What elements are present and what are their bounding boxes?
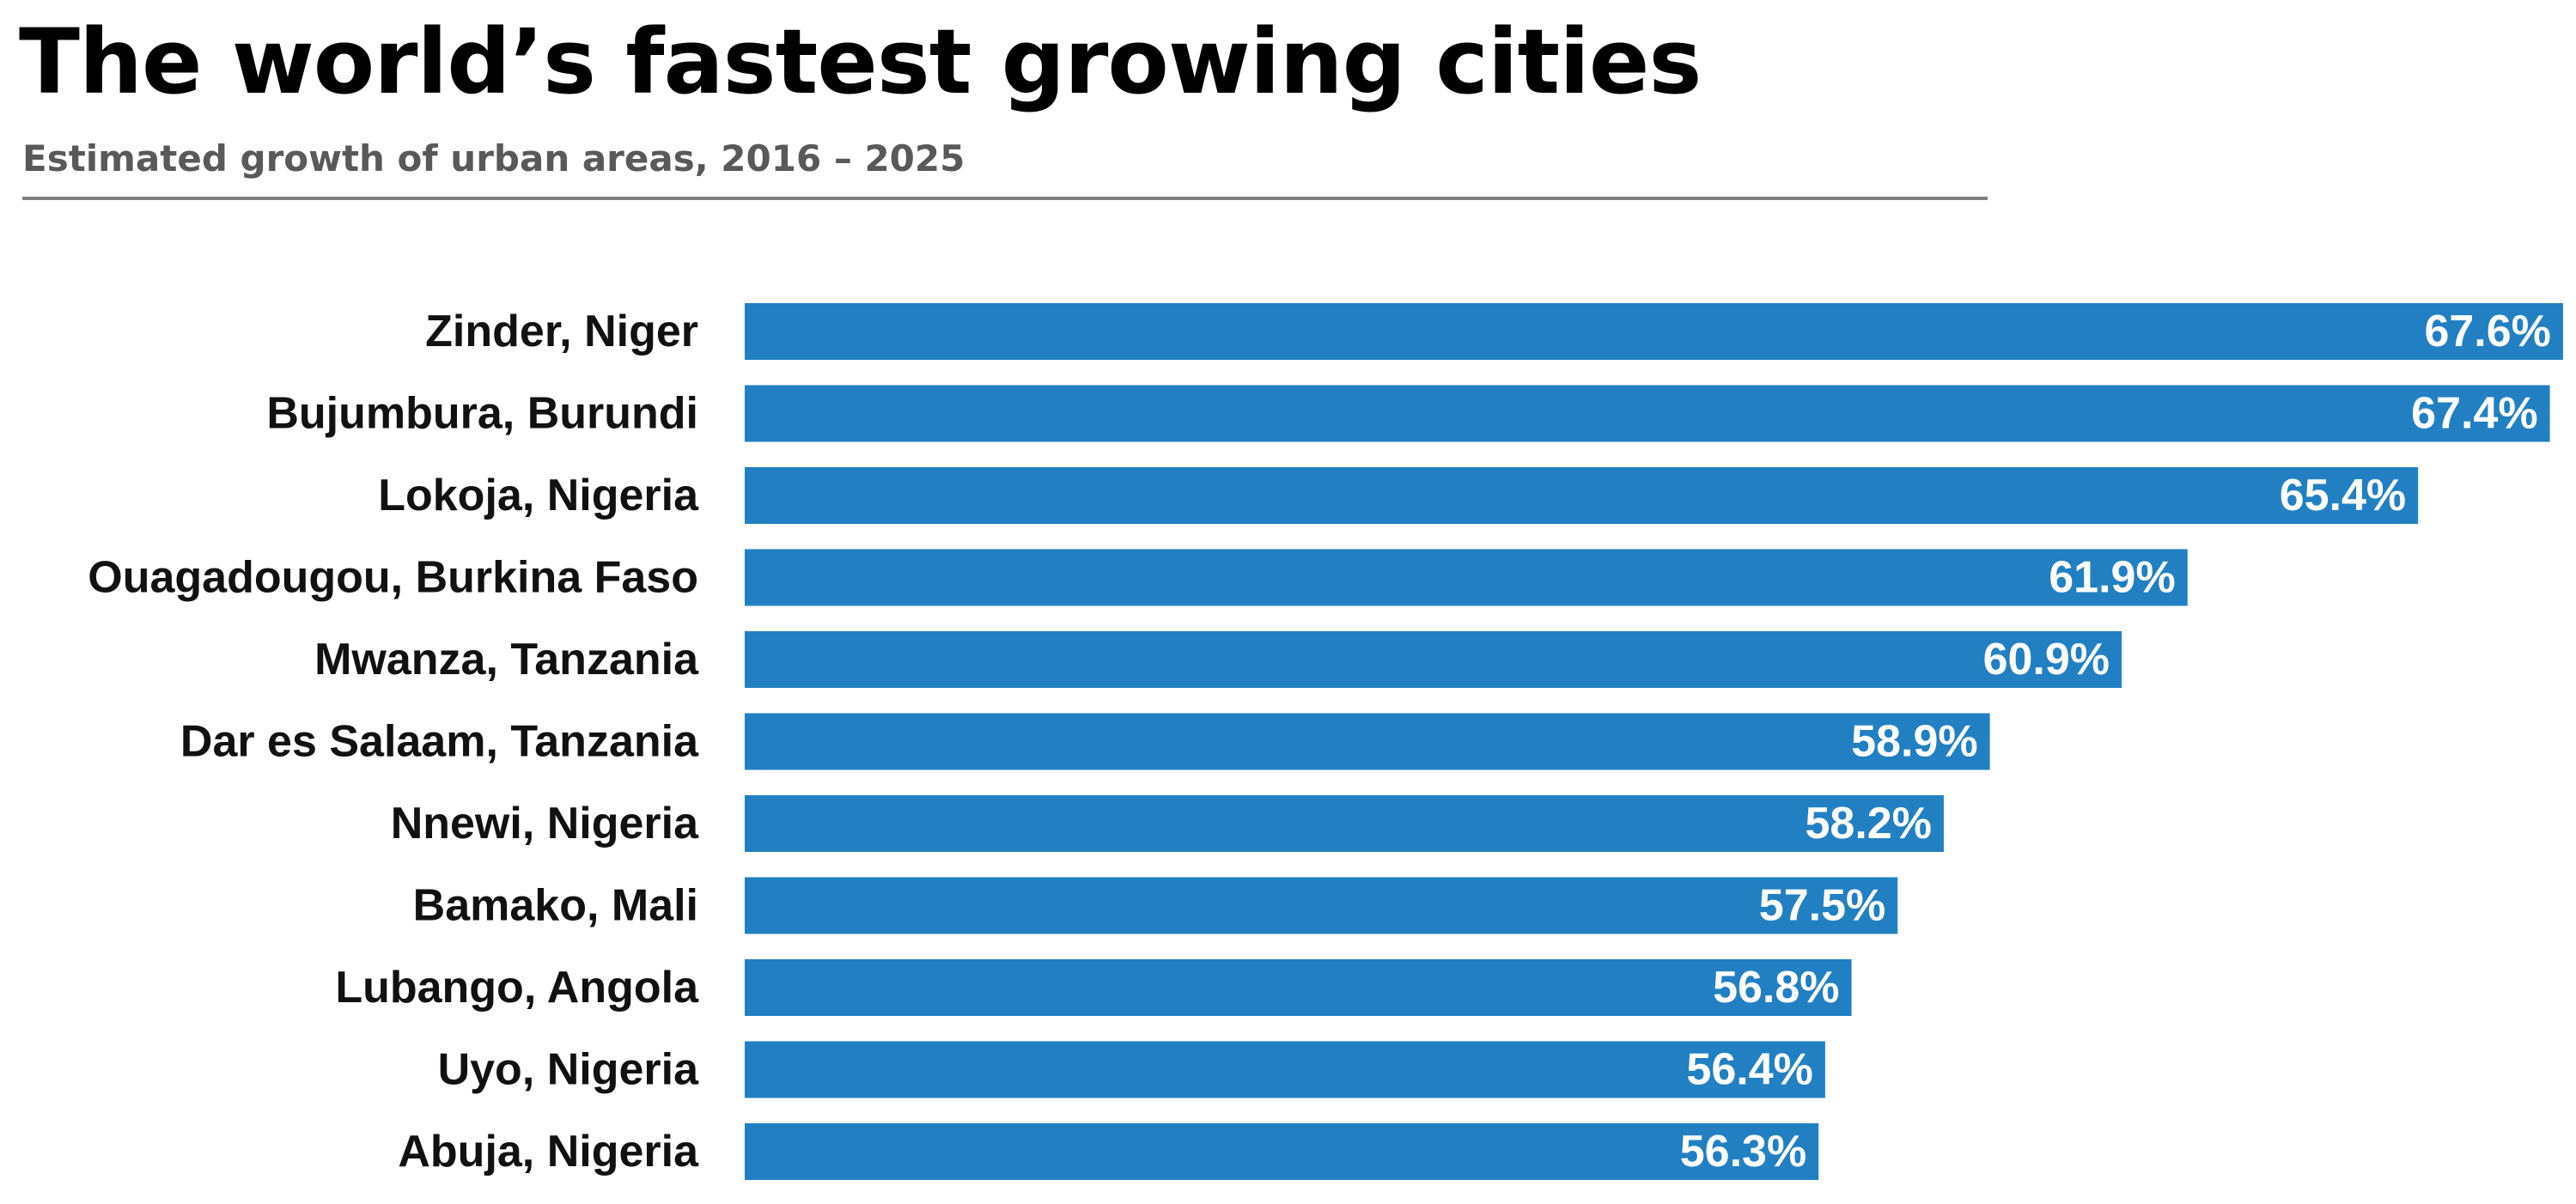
value-label-bujumbura-burundi: 67.4% — [2411, 389, 2537, 439]
bar-lokoja-nigeria — [745, 467, 2419, 524]
category-label-zinder-niger: Zinder, Niger — [425, 307, 698, 356]
bar-ouagadougou-burkina-faso — [745, 549, 2188, 606]
category-label-lubango-angola: Lubango, Angola — [335, 963, 699, 1012]
value-label-nnewi-nigeria: 58.2% — [1805, 799, 1931, 848]
chart-title: The world’s fastest growing cities — [19, 9, 1702, 114]
value-label-zinder-niger: 67.6% — [2424, 307, 2550, 356]
value-label-lubango-angola: 56.8% — [1713, 963, 1839, 1012]
bar-mwanza-tanzania — [745, 631, 2122, 688]
bar-bamako-mali — [745, 877, 1898, 934]
bar-nnewi-nigeria — [745, 795, 1944, 852]
value-label-dar-es-salaam-tanzania: 58.9% — [1851, 717, 1977, 767]
bar-uyo-nigeria — [745, 1041, 1825, 1098]
category-label-abuja-nigeria: Abuja, Nigeria — [398, 1127, 699, 1177]
title-divider — [22, 197, 1988, 200]
category-label-dar-es-salaam-tanzania: Dar es Salaam, Tanzania — [180, 717, 699, 767]
bar-zinder-niger — [745, 303, 2563, 360]
category-label-lokoja-nigeria: Lokoja, Nigeria — [378, 471, 699, 520]
bar-bujumbura-burundi — [745, 385, 2550, 442]
bar-dar-es-salaam-tanzania — [745, 713, 1990, 770]
category-label-nnewi-nigeria: Nnewi, Nigeria — [391, 799, 699, 848]
value-label-abuja-nigeria: 56.3% — [1680, 1127, 1806, 1177]
category-label-bujumbura-burundi: Bujumbura, Burundi — [266, 389, 698, 439]
bar-lubango-angola — [745, 959, 1852, 1016]
category-label-ouagadougou-burkina-faso: Ouagadougou, Burkina Faso — [88, 553, 698, 603]
value-label-uyo-nigeria: 56.4% — [1686, 1045, 1812, 1095]
category-label-mwanza-tanzania: Mwanza, Tanzania — [314, 635, 699, 684]
bar-abuja-nigeria — [745, 1123, 1819, 1180]
value-label-bamako-mali: 57.5% — [1759, 881, 1885, 931]
category-label-bamako-mali: Bamako, Mali — [413, 881, 698, 931]
value-label-lokoja-nigeria: 65.4% — [2280, 471, 2406, 520]
value-label-mwanza-tanzania: 60.9% — [1983, 635, 2110, 684]
category-label-uyo-nigeria: Uyo, Nigeria — [438, 1045, 699, 1095]
chart-subtitle: Estimated growth of urban areas, 2016 – … — [22, 137, 965, 179]
value-label-ouagadougou-burkina-faso: 61.9% — [2049, 553, 2175, 603]
